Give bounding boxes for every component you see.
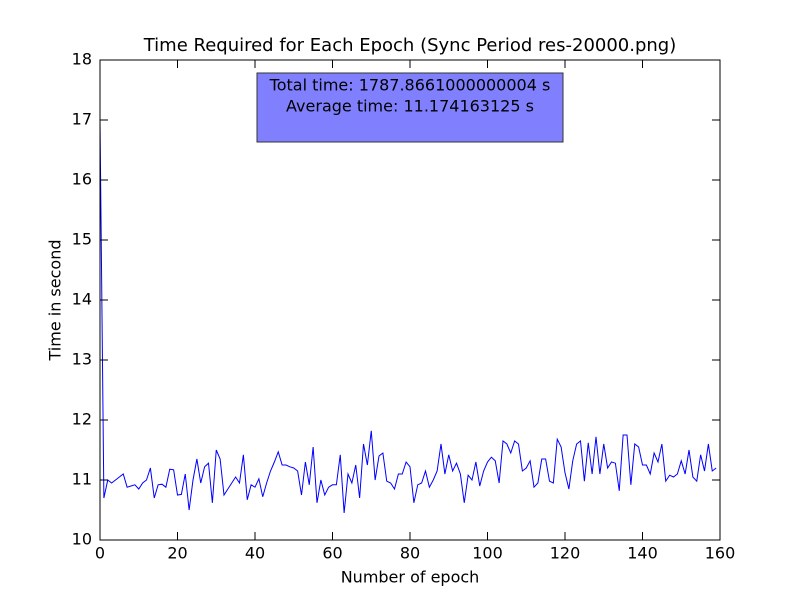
y-tick-label: 14 [72, 290, 92, 309]
x-tick-label: 60 [322, 544, 342, 563]
x-tick-label: 20 [167, 544, 187, 563]
x-tick-label: 140 [627, 544, 658, 563]
y-tick-label: 15 [72, 230, 92, 249]
annotation-text: Total time: 1787.8661000000004 s [269, 76, 551, 95]
data-line [99, 119, 717, 514]
y-tick-label: 12 [72, 410, 92, 429]
x-tick-label: 80 [400, 544, 420, 563]
x-tick-label: 160 [705, 544, 736, 563]
y-tick-label: 17 [72, 110, 92, 129]
y-tick-label: 10 [72, 530, 92, 549]
chart-title: Time Required for Each Epoch (Sync Perio… [143, 35, 677, 56]
y-axis-label: Time in second [46, 240, 65, 362]
x-tick-label: 0 [95, 544, 105, 563]
y-tick-label: 13 [72, 350, 92, 369]
annotation-box [256, 72, 564, 143]
y-tick-label: 11 [72, 470, 92, 489]
y-tick-label: 18 [72, 50, 92, 69]
x-tick-label: 120 [550, 544, 581, 563]
x-tick-label: 40 [245, 544, 265, 563]
annotation-text: Average time: 11.174163125 s [286, 97, 534, 116]
y-tick-label: 16 [72, 170, 92, 189]
x-axis-label: Number of epoch [341, 568, 480, 587]
x-tick-label: 100 [472, 544, 503, 563]
